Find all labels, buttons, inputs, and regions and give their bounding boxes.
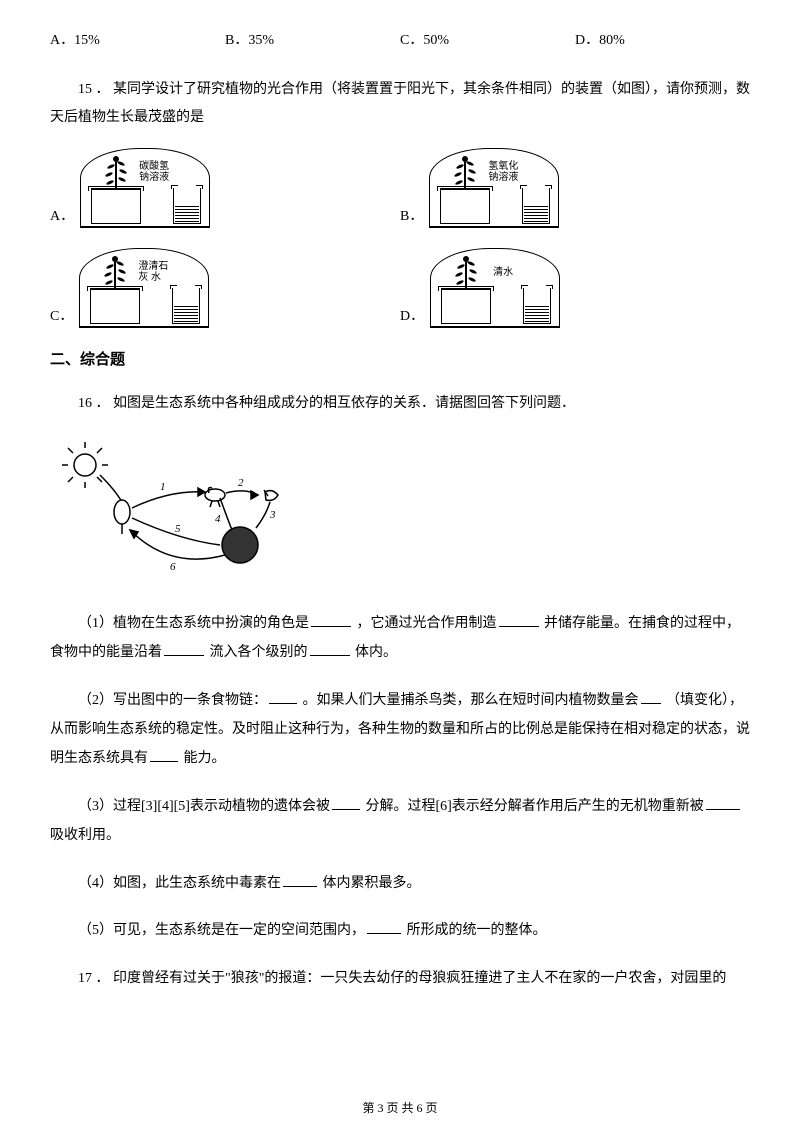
q16: 16 ． 如图是生态系统中各种组成成分的相互依存的关系．请据图回答下列问题． 1… bbox=[50, 390, 750, 945]
t: （5）可见，生态系统是在一定的空间范围内， bbox=[78, 923, 365, 938]
ecosystem-diagram-icon: 1 2 3 4 5 6 bbox=[60, 440, 290, 580]
t: 分解。过程[6]表示经分解者作用后产生的无机物重新被 bbox=[365, 799, 703, 814]
choice-d: D．80% bbox=[575, 30, 750, 52]
q15-option-b: B． 氢氧化钠溶液 bbox=[400, 148, 750, 228]
q15-number: 15 ． bbox=[78, 82, 110, 97]
blank bbox=[499, 613, 539, 627]
q15-option-d: D． 清水 bbox=[400, 248, 750, 328]
t: 体内累积最多。 bbox=[323, 876, 421, 891]
option-label-b: B． bbox=[400, 206, 423, 228]
blank bbox=[283, 873, 317, 887]
t: 所形成的统一的整体。 bbox=[407, 923, 547, 938]
option-label-c: C． bbox=[50, 306, 73, 328]
t: （4）如图，此生态系统中毒素在 bbox=[78, 876, 281, 891]
q15: 15 ． 某同学设计了研究植物的光合作用（将装置置于阳光下，其余条件相同）的装置… bbox=[50, 76, 750, 328]
beaker-label-b: 氢氧化钠溶液 bbox=[488, 161, 520, 183]
t: （3）过程[3][4][5]表示动植物的遗体会被 bbox=[78, 799, 330, 814]
svg-text:1: 1 bbox=[160, 481, 166, 493]
svg-text:2: 2 bbox=[238, 477, 244, 489]
q16-sub4: （4）如图，此生态系统中毒素在 体内累积最多。 bbox=[50, 869, 750, 898]
beaker-label-d: 清水 bbox=[493, 267, 521, 278]
q15-option-c: C． 澄清石灰 水 bbox=[50, 248, 400, 328]
q17-text: 印度曾经有过关于"狼孩"的报道：一只失去幼仔的母狼疯狂撞进了主人不在家的一户农舍… bbox=[113, 971, 726, 986]
blank bbox=[706, 796, 740, 810]
t: 流入各个级别的 bbox=[210, 645, 308, 660]
t: ，它通过光合作用制造 bbox=[357, 616, 497, 631]
t: （1）植物在生态系统中扮演的角色是 bbox=[78, 616, 309, 631]
t: 。如果人们大量捕杀鸟类，那么在短时间内植物数量会 bbox=[303, 693, 639, 708]
blank bbox=[150, 748, 178, 762]
q15-row2: C． 澄清石灰 水 D． 清水 bbox=[50, 248, 750, 328]
q14-choices: A．15% B．35% C．50% D．80% bbox=[50, 30, 750, 52]
q16-intro-text: 如图是生态系统中各种组成成分的相互依存的关系．请据图回答下列问题． bbox=[113, 396, 575, 411]
q15-body: 某同学设计了研究植物的光合作用（将装置置于阳光下，其余条件相同）的装置（如图），… bbox=[50, 82, 750, 125]
beaker-label-a: 碳酸氢钠溶液 bbox=[139, 161, 171, 183]
blank bbox=[164, 642, 204, 656]
svg-text:3: 3 bbox=[269, 509, 276, 521]
q16-sub3: （3）过程[3][4][5]表示动植物的遗体会被 分解。过程[6]表示经分解者作… bbox=[50, 792, 750, 851]
q16-sub5: （5）可见，生态系统是在一定的空间范围内， 所形成的统一的整体。 bbox=[50, 916, 750, 945]
blank bbox=[269, 690, 297, 704]
t: （2）写出图中的一条食物链： bbox=[78, 693, 267, 708]
svg-text:6: 6 bbox=[170, 561, 176, 573]
section-2-title: 二、综合题 bbox=[50, 348, 750, 372]
q16-sub1: （1）植物在生态系统中扮演的角色是 ，它通过光合作用制造 并储存能量。在捕食的过… bbox=[50, 609, 750, 668]
svg-text:5: 5 bbox=[175, 523, 181, 535]
t: 体内。 bbox=[355, 645, 397, 660]
t: 能力。 bbox=[184, 751, 226, 766]
apparatus-a-icon: 碳酸氢钠溶液 bbox=[80, 148, 210, 228]
choice-a: A．15% bbox=[50, 30, 225, 52]
page-footer: 第 3 页 共 6 页 bbox=[0, 1099, 800, 1118]
apparatus-b-icon: 氢氧化钠溶液 bbox=[429, 148, 559, 228]
t: 吸收利用。 bbox=[50, 828, 120, 843]
option-label-a: A． bbox=[50, 206, 74, 228]
q16-number: 16 ． bbox=[78, 396, 110, 411]
apparatus-d-icon: 清水 bbox=[430, 248, 560, 328]
option-label-d: D． bbox=[400, 306, 424, 328]
svg-text:4: 4 bbox=[215, 513, 221, 525]
choice-b: B．35% bbox=[225, 30, 400, 52]
blank bbox=[367, 920, 401, 934]
blank bbox=[332, 796, 360, 810]
blank bbox=[311, 613, 351, 627]
q15-option-a: A． 碳酸氢钠溶液 bbox=[50, 148, 400, 228]
q17: 17 ． 印度曾经有过关于"狼孩"的报道：一只失去幼仔的母狼疯狂撞进了主人不在家… bbox=[50, 965, 750, 993]
beaker-label-c: 澄清石灰 水 bbox=[138, 261, 170, 283]
apparatus-c-icon: 澄清石灰 水 bbox=[79, 248, 209, 328]
q16-intro: 16 ． 如图是生态系统中各种组成成分的相互依存的关系．请据图回答下列问题． bbox=[50, 390, 750, 418]
blank bbox=[310, 642, 350, 656]
choice-c: C．50% bbox=[400, 30, 575, 52]
q15-row1: A． 碳酸氢钠溶液 B． 氢氧化钠溶液 bbox=[50, 148, 750, 228]
q15-text: 15 ． 某同学设计了研究植物的光合作用（将装置置于阳光下，其余条件相同）的装置… bbox=[50, 76, 750, 132]
q17-number: 17 ． bbox=[78, 971, 110, 986]
blank bbox=[641, 690, 661, 704]
q16-sub2: （2）写出图中的一条食物链： 。如果人们大量捕杀鸟类，那么在短时间内植物数量会 … bbox=[50, 686, 750, 774]
